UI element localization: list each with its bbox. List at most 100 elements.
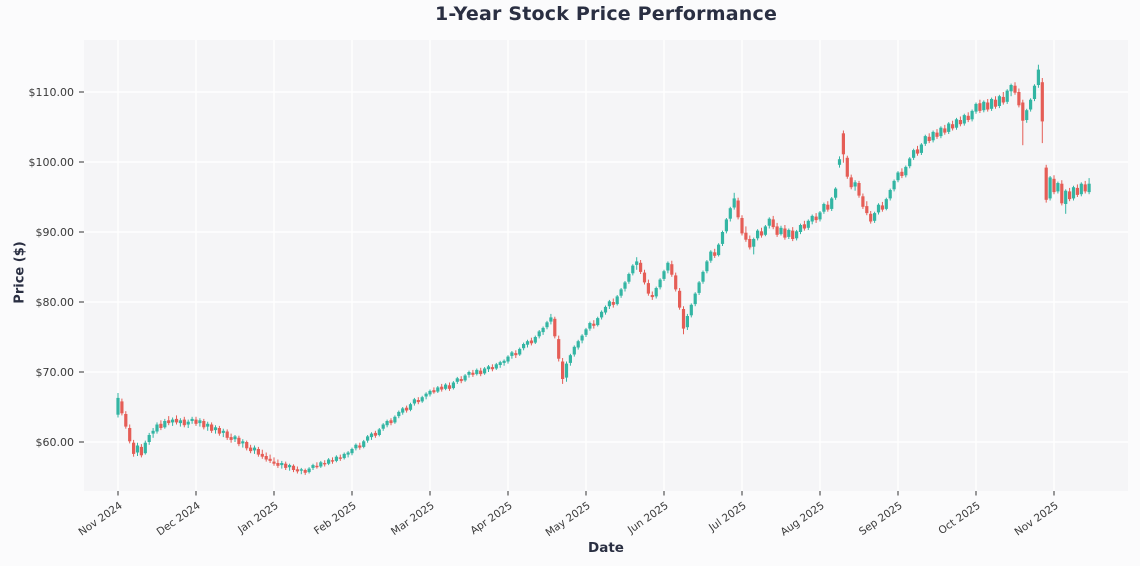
candle-body-down: [159, 423, 163, 429]
candle-body-down: [744, 232, 748, 240]
candle-body-up: [221, 430, 225, 433]
y-tick-label: $60.00: [36, 436, 75, 449]
candle-body-down: [1021, 102, 1025, 121]
candle-body-up: [822, 204, 826, 212]
candle-body-up: [420, 397, 424, 402]
candle-body-up: [876, 204, 881, 213]
candle-body-down: [1044, 167, 1048, 200]
candle-body-down: [1040, 82, 1044, 122]
candle-body-up: [444, 384, 448, 389]
candle-body-up: [518, 348, 522, 355]
candle-body-down: [951, 124, 955, 129]
candle-body-up: [654, 288, 658, 297]
candle-body-down: [639, 262, 643, 272]
candle-body-down: [202, 421, 206, 428]
candle-body-down: [802, 224, 806, 229]
candle-body-up: [545, 322, 549, 328]
candle-body-up: [596, 318, 600, 326]
candle-body-up: [603, 306, 608, 313]
candle-body-down: [845, 157, 849, 177]
candle-body-down: [479, 370, 483, 375]
candle-body-up: [1064, 190, 1068, 205]
candle-body-down: [315, 465, 319, 468]
candle-body-up: [834, 188, 838, 198]
candle-body-up: [954, 119, 959, 128]
candle-body-down: [338, 457, 342, 459]
candle-body-down: [405, 407, 409, 411]
candle-body-up: [1029, 99, 1033, 110]
candle-body-down: [561, 361, 565, 380]
candle-body-up: [522, 344, 526, 349]
candle-body-up: [1005, 90, 1009, 102]
candle-body-up: [334, 456, 338, 461]
candle-body-up: [709, 251, 713, 261]
candle-body-down: [646, 283, 650, 294]
candle-body-down: [678, 290, 682, 308]
candle-body-down: [249, 447, 253, 452]
candle-body-down: [210, 424, 214, 431]
candle-body-up: [795, 231, 799, 239]
candle-body-down: [1052, 178, 1056, 193]
candle-body-down: [323, 463, 327, 465]
candle-body-down: [880, 205, 884, 210]
candle-body-up: [576, 341, 580, 348]
candle-body-up: [428, 390, 432, 395]
candle-body-down: [650, 295, 654, 298]
candle-body-up: [931, 131, 935, 141]
candle-body-up: [806, 220, 810, 228]
candle-body-up: [752, 239, 756, 247]
chart-title: 1-Year Stock Price Performance: [434, 3, 778, 25]
candle-body-down: [861, 196, 865, 207]
candle-body-down: [264, 456, 268, 460]
candle-body-up: [135, 445, 140, 453]
y-tick-label: $80.00: [36, 296, 75, 309]
candle-body-down: [529, 340, 533, 344]
candle-body-up: [280, 463, 284, 466]
candle-body-down: [128, 428, 132, 442]
candle-body-up: [350, 449, 354, 454]
candle-body-down: [471, 372, 475, 375]
candle-body-up: [635, 261, 639, 265]
candle-body-down: [674, 275, 678, 290]
candle-body-up: [311, 465, 315, 468]
candle-body-down: [1001, 96, 1005, 103]
candle-body-down: [748, 239, 752, 248]
candle-body-down: [553, 318, 557, 337]
candle-body-up: [533, 337, 537, 343]
candle-body-up: [483, 368, 487, 374]
candle-body-up: [377, 429, 381, 436]
candle-body-up: [1048, 177, 1052, 199]
candle-body-down: [447, 385, 452, 389]
candle-body-up: [584, 329, 588, 335]
candle-body-up: [685, 316, 689, 328]
candle-body-up: [830, 198, 834, 209]
candle-body-up: [155, 424, 159, 432]
candle-body-up: [299, 469, 303, 471]
candle-body-down: [217, 428, 221, 434]
candle-body-up: [962, 115, 966, 124]
candle-body-down: [389, 420, 393, 424]
y-axis-title: Price ($): [12, 241, 28, 304]
candle-body-down: [592, 323, 596, 326]
candle-body-up: [436, 387, 440, 392]
candle-body-down: [986, 102, 990, 110]
candle-body-down: [759, 231, 764, 236]
candle-body-up: [288, 465, 292, 468]
candle-body-down: [373, 432, 377, 436]
candle-body-down: [681, 309, 686, 329]
candle-body-down: [440, 386, 444, 390]
candle-body-down: [514, 353, 518, 356]
candle-body-down: [132, 442, 136, 454]
candle-body-up: [455, 378, 459, 382]
candle-body-up: [1036, 69, 1040, 86]
candle-body-up: [810, 215, 814, 222]
y-tick-label: $100.00: [29, 156, 75, 169]
candle-body-up: [631, 265, 635, 274]
candle-body-down: [268, 458, 272, 461]
candle-body-down: [276, 463, 280, 466]
candle-body-up: [912, 150, 916, 158]
candle-body-up: [549, 317, 553, 322]
candle-body-down: [194, 419, 198, 424]
candle-body-up: [888, 190, 892, 199]
candle-body-down: [260, 453, 264, 457]
